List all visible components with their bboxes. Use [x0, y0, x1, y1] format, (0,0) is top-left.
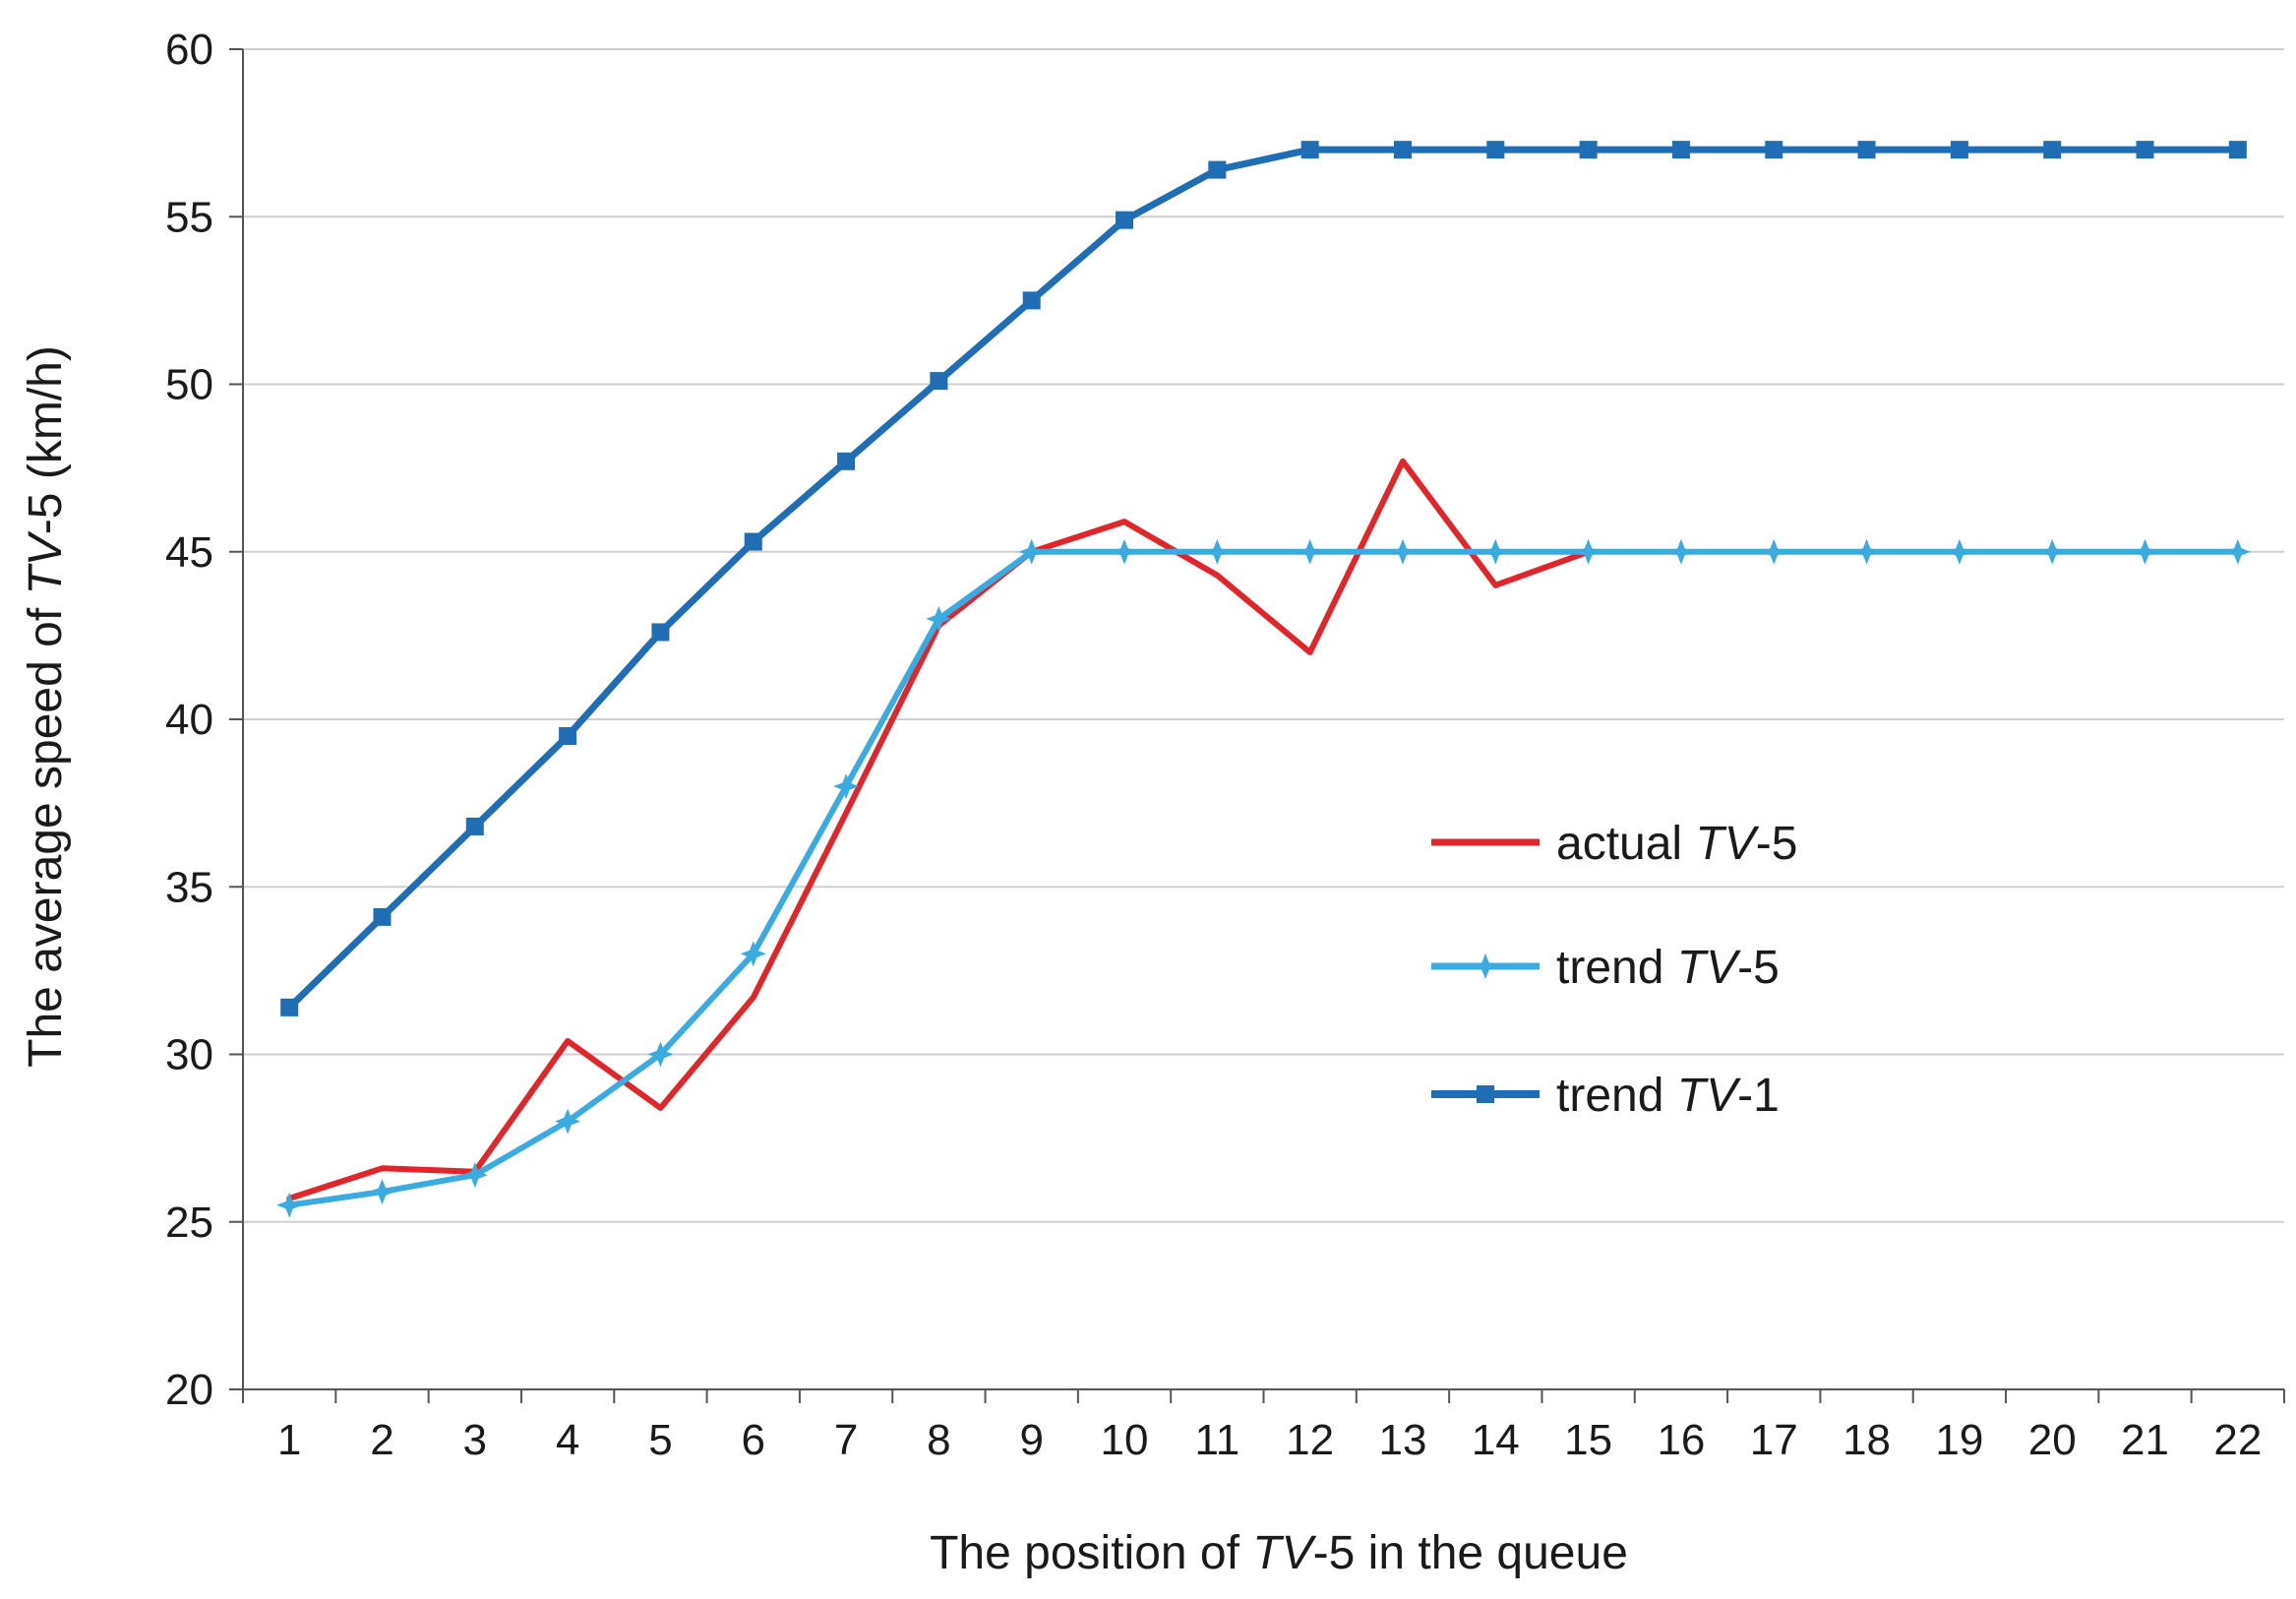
y-tick-label-45: 45: [165, 528, 213, 577]
x-tick-label-4: 4: [556, 1416, 579, 1464]
point-trend-tv-1-2: [373, 907, 392, 926]
point-trend-tv-1-9: [1022, 291, 1041, 310]
point-trend-tv-1-14: [1486, 141, 1505, 159]
y-tick-label-25: 25: [165, 1199, 213, 1247]
point-trend-tv-5-18: [1853, 538, 1880, 565]
point-trend-tv-1-18: [1857, 141, 1876, 159]
legend-label-trend-tv5: trend TV-5: [1556, 942, 1780, 994]
point-trend-tv-1-13: [1393, 141, 1412, 159]
point-trend-tv-1-11: [1208, 160, 1227, 179]
point-trend-tv-1-1: [280, 998, 299, 1016]
point-trend-tv-5-10: [1112, 538, 1137, 565]
x-tick-label-1: 1: [277, 1416, 301, 1464]
legend-label-actual-tv5: actual TV-5: [1556, 818, 1797, 870]
point-trend-tv-5-20: [2039, 538, 2066, 565]
series-line-actual-tv-5: [286, 458, 1592, 1201]
point-trend-tv-5-9: [1018, 538, 1045, 565]
point-trend-tv-1-16: [1671, 141, 1690, 159]
point-trend-tv-1-10: [1116, 211, 1134, 229]
y-tick-label-35: 35: [165, 863, 213, 911]
point-trend-tv-5-16: [1667, 538, 1694, 565]
y-axis-title: The average speed of TV-5 (km/h): [20, 345, 72, 1068]
point-trend-tv-5-4: [555, 1108, 581, 1135]
series-trend-tv-5: [276, 538, 2251, 1218]
point-trend-tv-1-12: [1300, 141, 1319, 159]
y-tick-label-40: 40: [165, 696, 213, 744]
y-tick-label-50: 50: [165, 361, 213, 409]
point-trend-tv-5-5: [647, 1041, 674, 1068]
legend-item-trend-tv1: trend TV-1: [1431, 1070, 1780, 1122]
point-trend-tv-5-6: [740, 941, 766, 967]
x-tick-label-19: 19: [1935, 1416, 1983, 1464]
point-trend-tv-5-15: [1575, 538, 1601, 565]
x-tick-label-10: 10: [1101, 1416, 1149, 1464]
legend: actual TV-5 trend TV-5 trend TV-1: [1431, 818, 1797, 1122]
y-tick-labels: 20 25 30 35 40 45 50 55 60: [165, 26, 213, 1414]
x-axis-title: The position of TV-5 in the queue: [930, 1527, 1628, 1579]
point-trend-tv-5-1: [276, 1192, 303, 1218]
x-tick-label-14: 14: [1472, 1416, 1520, 1464]
point-trend-tv-5-19: [1946, 538, 1972, 565]
point-trend-tv-1-8: [930, 372, 948, 391]
series-actual-tv-5: [286, 458, 1592, 1201]
point-trend-tv-1-20: [2043, 141, 2062, 159]
x-tick-label-16: 16: [1657, 1416, 1705, 1464]
legend-marker-trend-tv5: [1473, 953, 1498, 979]
point-trend-tv-1-15: [1579, 141, 1598, 159]
x-tick-label-12: 12: [1286, 1416, 1334, 1464]
series-trend-tv-1: [280, 141, 2247, 1016]
point-trend-tv-1-17: [1765, 141, 1783, 159]
y-tick-label-55: 55: [165, 193, 213, 241]
x-tick-label-3: 3: [463, 1416, 487, 1464]
x-tick-label-5: 5: [648, 1416, 672, 1464]
x-tick-label-9: 9: [1019, 1416, 1043, 1464]
y-tick-label-60: 60: [165, 26, 213, 74]
x-tick-label-13: 13: [1379, 1416, 1427, 1464]
x-tick-label-7: 7: [834, 1416, 858, 1464]
legend-label-trend-tv1: trend TV-1: [1556, 1070, 1780, 1122]
x-tick-label-15: 15: [1564, 1416, 1612, 1464]
x-tick-label-8: 8: [927, 1416, 950, 1464]
point-trend-tv-5-13: [1390, 538, 1416, 565]
point-trend-tv-1-7: [837, 452, 856, 470]
point-trend-tv-5-12: [1297, 538, 1323, 565]
point-trend-tv-1-21: [2136, 141, 2154, 159]
x-tick-label-2: 2: [370, 1416, 393, 1464]
x-tick-label-6: 6: [742, 1416, 765, 1464]
x-tick-labels: 1 2 3 4 5 6 7 8 9 10 11 12 13 14 15 16 17 18 19 20 21 22: [277, 1416, 2262, 1464]
y-tick-label-30: 30: [165, 1031, 213, 1079]
x-tick-label-20: 20: [2028, 1416, 2077, 1464]
point-trend-tv-5-22: [2224, 538, 2251, 565]
point-trend-tv-1-4: [559, 727, 577, 746]
legend-item-actual-tv5: actual TV-5: [1431, 818, 1797, 870]
point-trend-tv-5-21: [2132, 538, 2158, 565]
point-trend-tv-1-19: [1950, 141, 1968, 159]
series-line-trend-tv-1: [285, 146, 2242, 1012]
x-tick-label-21: 21: [2121, 1416, 2169, 1464]
legend-item-trend-tv5: trend TV-5: [1431, 942, 1780, 994]
point-trend-tv-1-5: [651, 623, 670, 642]
x-tick-label-11: 11: [1194, 1416, 1239, 1464]
gridlines: [243, 48, 2284, 1223]
legend-marker-trend-tv1: [1477, 1085, 1494, 1103]
point-trend-tv-5-3: [461, 1162, 488, 1189]
x-tick-label-17: 17: [1750, 1416, 1798, 1464]
point-trend-tv-5-8: [926, 605, 952, 632]
series-group: [276, 141, 2251, 1218]
point-trend-tv-1-3: [465, 817, 484, 835]
point-trend-tv-5-11: [1204, 538, 1231, 565]
point-trend-tv-1-6: [744, 532, 762, 551]
point-trend-tv-5-17: [1761, 538, 1787, 565]
point-trend-tv-5-7: [833, 773, 860, 800]
axes: [229, 48, 2285, 1403]
x-tick-label-18: 18: [1843, 1416, 1891, 1464]
x-tick-label-22: 22: [2213, 1416, 2262, 1464]
series-line-trend-tv-5: [286, 548, 2241, 1208]
point-trend-tv-1-22: [2228, 141, 2247, 159]
y-tick-label-20: 20: [165, 1366, 213, 1414]
point-trend-tv-5-2: [369, 1179, 395, 1205]
point-trend-tv-5-14: [1482, 538, 1509, 565]
